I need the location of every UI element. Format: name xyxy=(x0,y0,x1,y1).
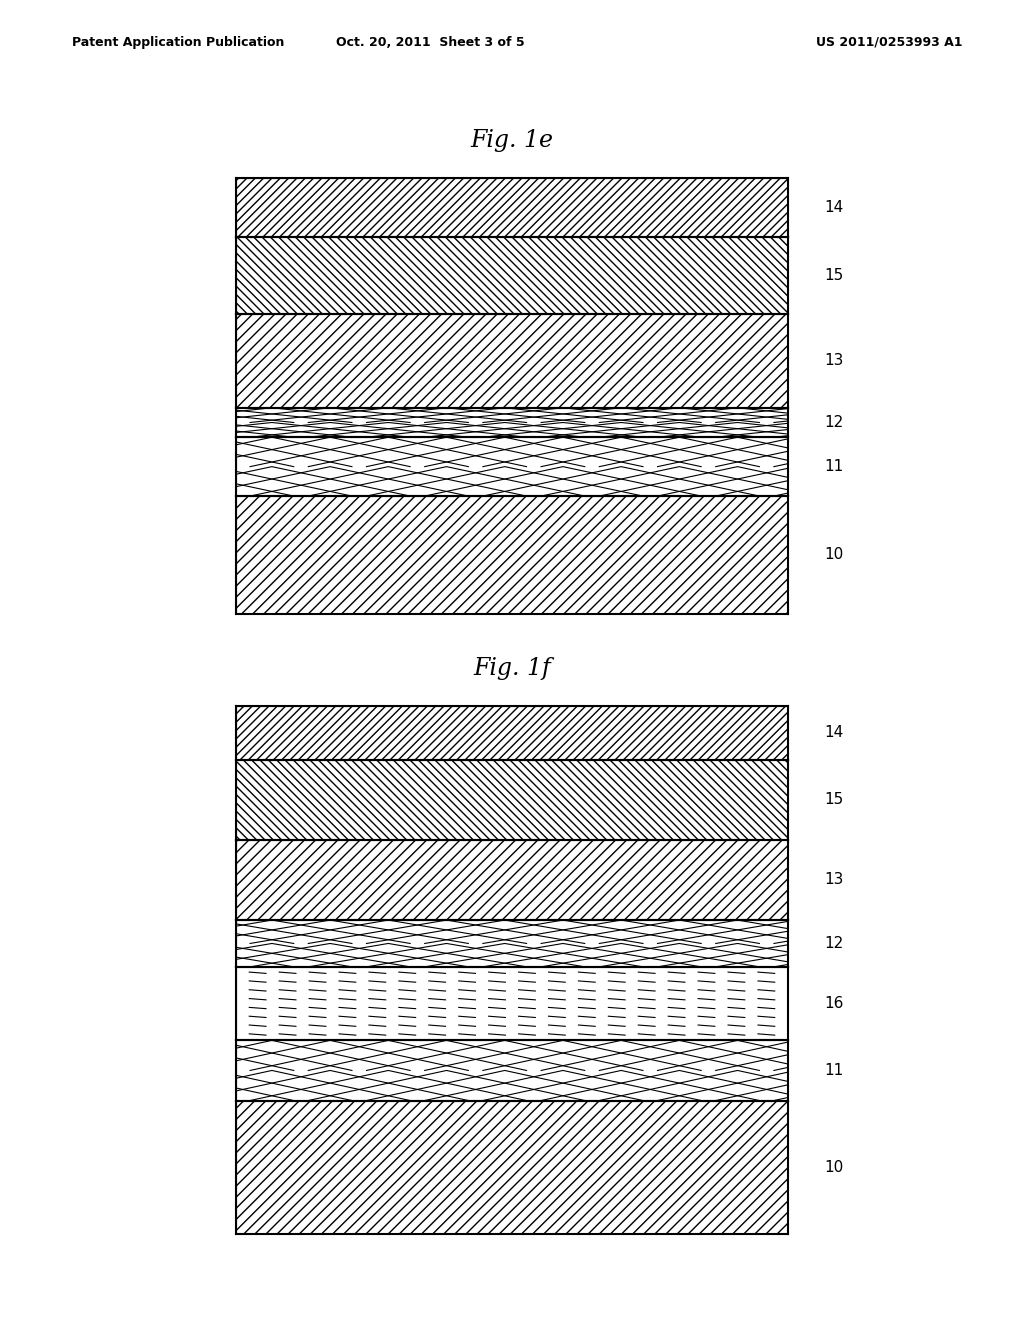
Text: 14: 14 xyxy=(824,726,844,741)
Text: 12: 12 xyxy=(824,414,844,430)
Text: 15: 15 xyxy=(824,268,844,282)
Text: Fig. 1f: Fig. 1f xyxy=(473,657,551,680)
Text: 16: 16 xyxy=(824,997,844,1011)
Text: 15: 15 xyxy=(824,792,844,808)
Text: 10: 10 xyxy=(824,548,844,562)
Text: 10: 10 xyxy=(824,1160,844,1175)
Text: US 2011/0253993 A1: US 2011/0253993 A1 xyxy=(816,36,963,49)
Text: Oct. 20, 2011  Sheet 3 of 5: Oct. 20, 2011 Sheet 3 of 5 xyxy=(336,36,524,49)
Text: 13: 13 xyxy=(824,873,844,887)
Text: 11: 11 xyxy=(824,1063,844,1078)
Text: Patent Application Publication: Patent Application Publication xyxy=(72,36,284,49)
Text: 13: 13 xyxy=(824,354,844,368)
Text: 12: 12 xyxy=(824,936,844,950)
Text: Fig. 1e: Fig. 1e xyxy=(470,129,554,152)
Text: 14: 14 xyxy=(824,201,844,215)
Text: 11: 11 xyxy=(824,459,844,474)
